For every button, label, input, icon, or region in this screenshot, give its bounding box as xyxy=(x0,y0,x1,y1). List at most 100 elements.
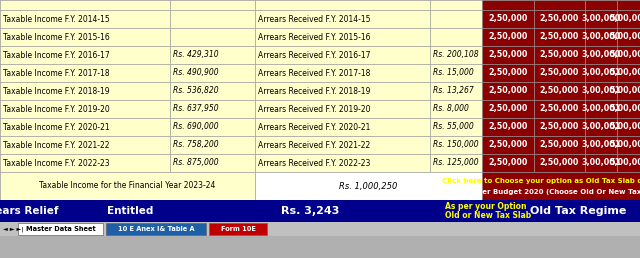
Text: 2,50,000: 2,50,000 xyxy=(540,123,579,132)
Bar xyxy=(430,82,482,100)
Bar xyxy=(430,136,482,154)
Text: 2,50,000: 2,50,000 xyxy=(540,33,579,42)
Text: 5,00,001: 5,00,001 xyxy=(609,69,640,77)
Bar xyxy=(255,64,430,82)
Text: Rs. 429,310: Rs. 429,310 xyxy=(173,51,219,60)
Text: 2,50,000: 2,50,000 xyxy=(540,104,579,114)
Bar xyxy=(255,136,430,154)
Text: Slab as per Budget 2020 (Choose Old Or New Tax Regime): Slab as per Budget 2020 (Choose Old Or N… xyxy=(445,189,640,195)
Bar xyxy=(0,100,170,118)
Bar xyxy=(430,64,482,82)
Text: 5,00,001: 5,00,001 xyxy=(609,141,640,149)
Bar xyxy=(534,10,585,28)
Text: Taxable Income F.Y. 2022-23: Taxable Income F.Y. 2022-23 xyxy=(3,158,109,167)
Text: 3,00,000: 3,00,000 xyxy=(581,51,621,60)
Text: Taxable Income F.Y. 2021-22: Taxable Income F.Y. 2021-22 xyxy=(3,141,109,149)
Text: Taxable Income F.Y. 2016-17: Taxable Income F.Y. 2016-17 xyxy=(3,51,109,60)
Bar xyxy=(585,0,617,10)
Text: 2,50,000: 2,50,000 xyxy=(540,69,579,77)
Text: Taxable Income F.Y. 2017-18: Taxable Income F.Y. 2017-18 xyxy=(3,69,109,77)
Text: 5,00,000: 5,00,000 xyxy=(609,33,640,42)
Text: Rs. 637,950: Rs. 637,950 xyxy=(173,104,219,114)
Bar xyxy=(430,100,482,118)
Text: Rs. 15,000: Rs. 15,000 xyxy=(433,69,474,77)
Bar xyxy=(106,223,206,235)
Bar xyxy=(534,118,585,136)
Text: 2,50,000: 2,50,000 xyxy=(540,86,579,95)
Bar xyxy=(255,154,430,172)
Text: Arrears Received F.Y. 2017-18: Arrears Received F.Y. 2017-18 xyxy=(258,69,371,77)
Bar xyxy=(534,46,585,64)
Bar xyxy=(534,136,585,154)
Text: 3,00,001: 3,00,001 xyxy=(581,123,621,132)
Text: Rs. 55,000: Rs. 55,000 xyxy=(433,123,474,132)
Bar xyxy=(534,100,585,118)
Bar xyxy=(482,118,534,136)
Text: Rs. 690,000: Rs. 690,000 xyxy=(173,123,219,132)
Text: Taxable Income F.Y. 2018-19: Taxable Income F.Y. 2018-19 xyxy=(3,86,109,95)
Text: Arrears Relief: Arrears Relief xyxy=(0,206,59,216)
Bar xyxy=(617,64,640,82)
Text: As per your Option: As per your Option xyxy=(445,202,527,211)
Bar xyxy=(430,10,482,28)
Text: 10 E Anex I& Table A: 10 E Anex I& Table A xyxy=(118,226,195,232)
Text: 2,50,000: 2,50,000 xyxy=(488,104,528,114)
Bar xyxy=(170,64,255,82)
Text: 3,00,001: 3,00,001 xyxy=(581,158,621,167)
Bar xyxy=(0,222,640,236)
Text: Arrears Received F.Y. 2019-20: Arrears Received F.Y. 2019-20 xyxy=(258,104,371,114)
Bar xyxy=(617,46,640,64)
Text: Rs. 536,820: Rs. 536,820 xyxy=(173,86,219,95)
Bar xyxy=(255,100,430,118)
Text: 2,50,000: 2,50,000 xyxy=(488,69,528,77)
Text: Old Tax Regime: Old Tax Regime xyxy=(530,206,627,216)
Text: 5,00,000: 5,00,000 xyxy=(609,14,640,23)
Text: Taxable Income F.Y. 2014-15: Taxable Income F.Y. 2014-15 xyxy=(3,14,109,23)
Bar xyxy=(585,64,617,82)
Bar xyxy=(255,172,482,200)
Text: Rs. 758,200: Rs. 758,200 xyxy=(173,141,219,149)
Bar xyxy=(617,10,640,28)
Text: Rs. 13,267: Rs. 13,267 xyxy=(433,86,474,95)
Text: 2,50,000: 2,50,000 xyxy=(540,51,579,60)
Text: Old or New Tax Slab: Old or New Tax Slab xyxy=(445,211,531,220)
Text: Entitled: Entitled xyxy=(107,206,153,216)
Bar xyxy=(482,136,534,154)
Bar xyxy=(430,154,482,172)
Bar xyxy=(209,223,267,235)
Text: Arrears Received F.Y. 2022-23: Arrears Received F.Y. 2022-23 xyxy=(258,158,371,167)
Text: 2,50,000: 2,50,000 xyxy=(488,14,528,23)
Text: Rs. 150,000: Rs. 150,000 xyxy=(433,141,479,149)
Text: Rs. 490,900: Rs. 490,900 xyxy=(173,69,219,77)
Text: 3,00,001: 3,00,001 xyxy=(581,86,621,95)
Text: 5,00,000: 5,00,000 xyxy=(609,51,640,60)
Bar xyxy=(170,28,255,46)
Bar xyxy=(482,0,534,10)
Text: 2,50,000: 2,50,000 xyxy=(488,158,528,167)
Bar xyxy=(482,100,534,118)
Bar xyxy=(482,46,534,64)
Bar xyxy=(0,82,170,100)
Bar xyxy=(430,118,482,136)
Bar xyxy=(0,136,170,154)
Bar xyxy=(18,223,103,235)
Text: 2,50,000: 2,50,000 xyxy=(488,51,528,60)
Bar xyxy=(617,136,640,154)
Text: Form 10E: Form 10E xyxy=(221,226,255,232)
Bar xyxy=(482,82,534,100)
Text: Arrears Received F.Y. 2014-15: Arrears Received F.Y. 2014-15 xyxy=(258,14,371,23)
Bar xyxy=(255,46,430,64)
Text: 3,00,001: 3,00,001 xyxy=(581,141,621,149)
Bar xyxy=(170,154,255,172)
Bar xyxy=(585,28,617,46)
Text: Arrears Received F.Y. 2021-22: Arrears Received F.Y. 2021-22 xyxy=(258,141,371,149)
Bar xyxy=(617,28,640,46)
Bar xyxy=(482,10,534,28)
Bar xyxy=(585,154,617,172)
Bar xyxy=(0,118,170,136)
Text: Arrears Received F.Y. 2020-21: Arrears Received F.Y. 2020-21 xyxy=(258,123,371,132)
Text: Arrears Received F.Y. 2016-17: Arrears Received F.Y. 2016-17 xyxy=(258,51,371,60)
Bar xyxy=(170,136,255,154)
Bar xyxy=(534,154,585,172)
Bar xyxy=(617,100,640,118)
